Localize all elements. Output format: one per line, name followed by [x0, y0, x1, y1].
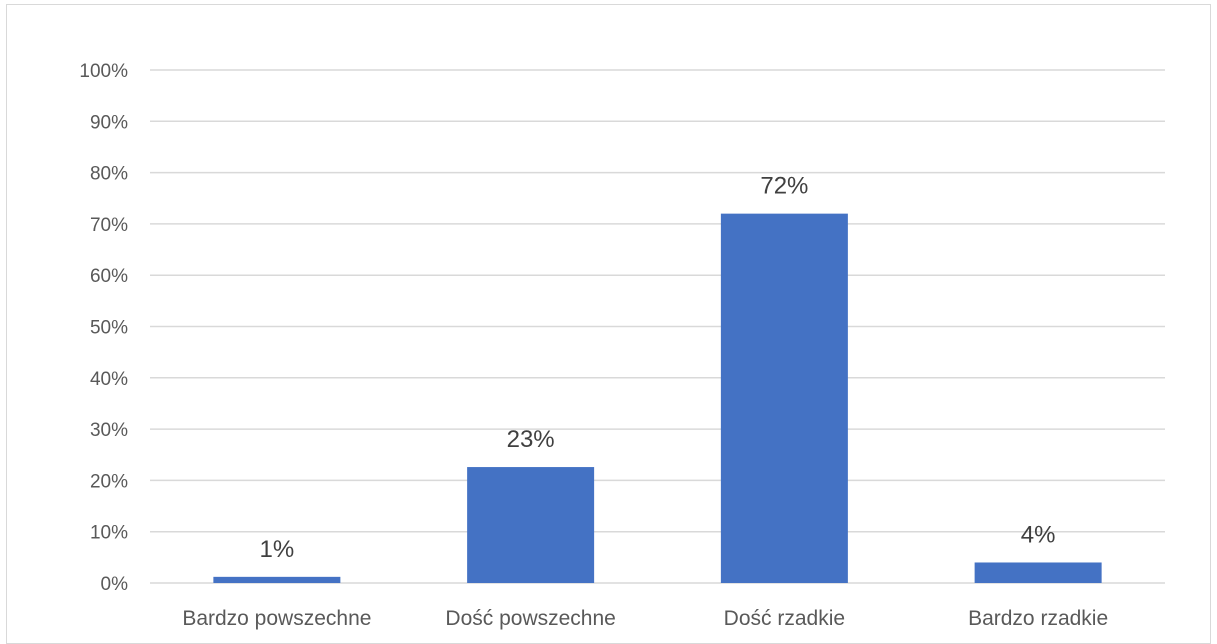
y-tick-label: 40% [90, 369, 128, 390]
bar [974, 562, 1102, 583]
y-axis-ticks: 0% 10% 20% 30% 40% 50% 60% 70% 80% 90% 100% [79, 61, 128, 595]
y-tick-label: 10% [90, 523, 128, 544]
x-category-label: Bardzo powszechne [182, 607, 371, 630]
data-label: 4% [1021, 521, 1056, 548]
y-tick-label: 50% [90, 318, 128, 339]
y-tick-label: 60% [90, 266, 128, 287]
data-label: 23% [507, 426, 555, 453]
x-axis-categories: Bardzo powszechne Dość powszechne Dość rza… [182, 607, 1108, 630]
y-tick-label: 30% [90, 420, 128, 441]
data-labels: 1% 23% 72% 4% [260, 173, 1056, 563]
bar [467, 467, 595, 583]
bar [213, 576, 341, 583]
gridlines [150, 69, 1165, 584]
x-category-label: Dość rzadkie [724, 607, 845, 630]
y-tick-label: 80% [90, 164, 128, 185]
chart-frame [6, 4, 1211, 644]
y-tick-label: 100% [79, 61, 128, 82]
y-tick-label: 0% [101, 574, 129, 595]
x-category-label: Bardzo rzadkie [968, 607, 1108, 630]
data-label: 72% [760, 173, 808, 200]
y-tick-label: 70% [90, 215, 128, 236]
data-label: 1% [260, 536, 295, 563]
y-tick-label: 90% [90, 112, 128, 133]
bars [213, 213, 1102, 583]
y-tick-label: 20% [90, 471, 128, 492]
bar [720, 213, 848, 583]
x-category-label: Dość powszechne [445, 607, 615, 630]
